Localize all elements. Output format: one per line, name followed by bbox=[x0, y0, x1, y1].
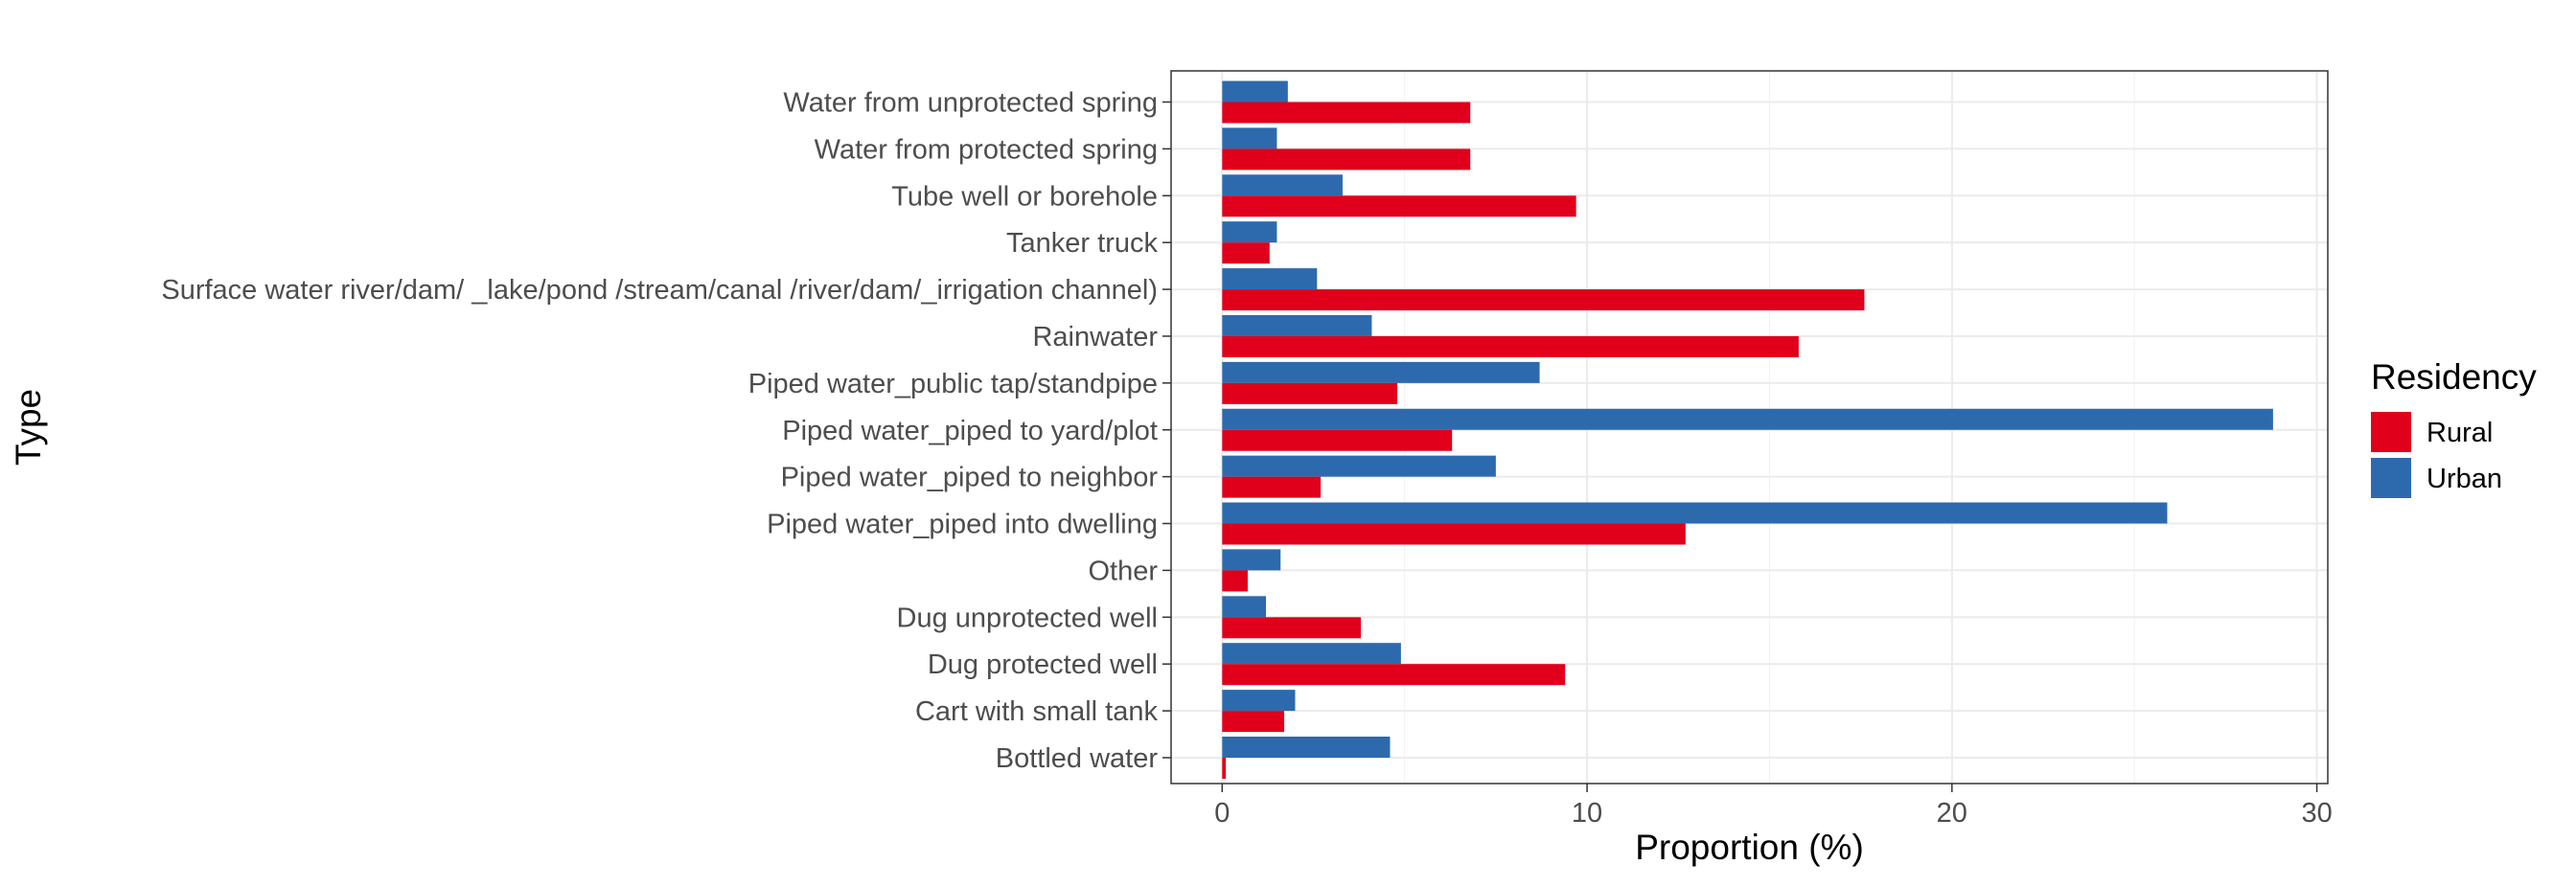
bar-urban bbox=[1222, 690, 1296, 712]
x-tick-label: 30 bbox=[2301, 798, 2332, 829]
bar-rural bbox=[1222, 758, 1227, 779]
y-tick-label: Surface water river/dam/ _lake/pond /str… bbox=[161, 275, 1158, 306]
y-tick-label: Water from protected spring bbox=[815, 134, 1158, 165]
bar-urban bbox=[1222, 268, 1318, 290]
legend-label-urban: Urban bbox=[2426, 464, 2502, 494]
y-tick-label: Piped water_piped to neighbor bbox=[781, 463, 1159, 493]
plot-panel bbox=[1170, 70, 2329, 785]
y-tick-label: Piped water_piped to yard/plot bbox=[782, 416, 1158, 446]
y-tick-label: Water from unprotected spring bbox=[783, 88, 1158, 119]
y-tick-label: Tanker truck bbox=[1006, 228, 1158, 259]
x-axis-title: Proportion (%) bbox=[1635, 828, 1864, 867]
y-tick-label: Bottled water bbox=[996, 743, 1159, 774]
bar-rural bbox=[1222, 102, 1471, 124]
bar-rural bbox=[1222, 429, 1453, 451]
bar-rural bbox=[1222, 617, 1361, 639]
legend-swatch-rural bbox=[2371, 412, 2411, 452]
bar-urban bbox=[1222, 596, 1266, 618]
legend-title: Residency bbox=[2371, 357, 2537, 397]
x-tick-label: 0 bbox=[1214, 798, 1230, 829]
bar-rural bbox=[1222, 382, 1398, 404]
bar-rural bbox=[1222, 523, 1686, 545]
bars bbox=[1222, 80, 2273, 779]
y-axis: Water from unprotected spring Water from … bbox=[161, 88, 1171, 774]
bar-urban bbox=[1222, 221, 1277, 243]
y-tick-label: Cart with small tank bbox=[915, 696, 1159, 727]
y-tick-label: Rainwater bbox=[1032, 322, 1158, 353]
bar-urban bbox=[1222, 643, 1401, 665]
bar-urban bbox=[1222, 549, 1281, 571]
bar-rural bbox=[1222, 195, 1576, 217]
bar-urban bbox=[1222, 174, 1343, 196]
bar-rural bbox=[1222, 476, 1322, 498]
bar-urban bbox=[1222, 737, 1391, 758]
bar-urban bbox=[1222, 408, 2273, 430]
legend-swatch-urban bbox=[2371, 458, 2411, 498]
y-tick-label: Tube well or borehole bbox=[891, 181, 1158, 212]
y-tick-label: Other bbox=[1088, 556, 1158, 586]
legend-label-rural: Rural bbox=[2426, 418, 2493, 448]
bar-urban bbox=[1222, 127, 1277, 149]
panel-border bbox=[1170, 70, 2329, 785]
bar-rural bbox=[1222, 335, 1799, 357]
bar-urban bbox=[1222, 314, 1372, 336]
bar-urban bbox=[1222, 502, 2168, 524]
y-tick-label: Piped water_piped into dwelling bbox=[767, 510, 1158, 540]
bar-rural bbox=[1222, 664, 1566, 686]
x-tick-label: 20 bbox=[1937, 798, 1967, 829]
bar-urban bbox=[1222, 80, 1288, 102]
y-axis-title: Type bbox=[9, 389, 48, 466]
legend: Residency Rural Urban bbox=[2371, 357, 2537, 498]
bar-rural bbox=[1222, 242, 1270, 264]
bar-rural bbox=[1222, 711, 1285, 733]
bar-rural bbox=[1222, 289, 1865, 311]
x-tick-label: 10 bbox=[1572, 798, 1602, 829]
y-tick-label: Dug protected well bbox=[928, 649, 1158, 680]
bar-rural bbox=[1222, 148, 1471, 171]
bar-urban bbox=[1222, 361, 1540, 383]
bar-rural bbox=[1222, 570, 1248, 592]
bar-urban bbox=[1222, 455, 1496, 477]
y-tick-label: Piped water_public tap/standpipe bbox=[748, 369, 1158, 399]
x-axis: 0 10 20 30 bbox=[1214, 784, 2333, 829]
y-tick-label: Dug unprotected well bbox=[897, 603, 1158, 633]
